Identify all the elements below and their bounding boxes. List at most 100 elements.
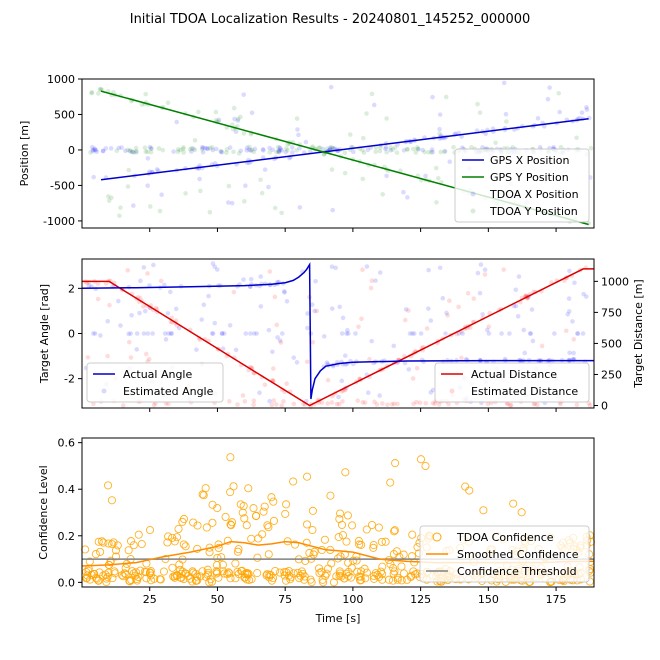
estimated-distance-point [423,400,429,406]
estimated-distance-point [125,268,131,273]
estimated-distance-point [369,278,375,284]
confidence-point [142,568,151,577]
confidence-point [344,567,353,577]
confidence-point [302,520,312,529]
tdoa-x-point [276,148,282,154]
tdoa-y-point [145,149,150,155]
confidence-point [81,545,90,554]
confidence-point [121,570,130,579]
tdoa-x-point [388,147,393,153]
estimated-distance-point [269,402,275,408]
estimated-distance-point [359,316,364,322]
distance-legend: Actual Distance Estimated Distance [434,362,590,403]
estimated-distance-point [271,398,277,403]
tdoa-x-point [266,184,271,190]
confidence-point [367,520,377,530]
tdoa-y-point [196,109,201,115]
estimated-angle-point [412,331,417,336]
estimated-angle-point [227,323,233,328]
estimated-angle-point [342,353,348,358]
tdoa-x-point [420,147,426,153]
confidence-point [389,564,398,573]
tdoa-y-point [258,177,263,183]
actual-angle-line [81,261,594,400]
tdoa-x-point [584,104,589,110]
tdoa-x-point [429,147,435,152]
estimated-distance-point [251,402,256,408]
estimated-angle-point [275,335,280,340]
tdoa-x-point [276,149,282,155]
confidence-point [191,569,200,578]
confidence-point [221,512,230,522]
confidence-point [137,540,146,549]
estimated-distance-point [145,271,150,276]
confidence-point [254,534,263,543]
confidence-point [226,574,235,583]
tdoa-y-point [329,167,335,172]
estimated-angle-point [151,262,156,268]
estimated-angle-point [552,331,557,336]
estimated-angle-point [254,331,260,336]
tdoa-y-point [398,168,403,173]
tdoa-y-point [88,150,93,155]
tdoa-y-point [405,147,410,152]
tdoa-y-point [199,146,205,152]
tdoa-y-point [178,147,183,153]
estimated-angle-point [284,299,290,304]
tdoa-x-point [189,149,194,154]
estimated-angle-point [346,331,351,336]
tdoa-y-point [180,146,186,152]
confidence-point [393,575,402,584]
tdoa-x-point [130,149,135,155]
confidence-point [101,570,110,579]
tdoa-y-point [106,194,111,199]
estimated-distance-point [227,399,232,404]
tdoa-x-point [557,109,562,115]
tdoa-x-point [147,144,153,150]
angle-y-ticks: 2 0 -2 [64,282,82,386]
estimated-angle-point [91,331,96,336]
confidence-point [217,553,226,562]
confidence-point [407,571,416,580]
tdoa-x-point [191,146,196,152]
tdoa-y-point [415,146,421,152]
confidence-point [338,531,348,540]
confidence-point [202,523,211,532]
tdoa-x-point [483,131,489,137]
tdoa-x-point [262,167,268,172]
confidence-point [229,482,238,491]
time-x-label: Time [s] [315,612,361,625]
estimated-distance-point [319,400,325,405]
tdoa-y-point [384,116,389,121]
estimated-distance-point [340,399,345,404]
confidence-point [353,567,362,576]
tdoa-y-point [247,144,252,150]
confidence-point [392,547,401,556]
tdoa-y-point [148,149,154,155]
estimated-distance-point [126,339,132,345]
estimated-angle-point [339,378,345,384]
legend-tdoa-confidence-swatch [432,532,442,542]
tdoa-x-point [90,148,96,154]
y-tick-label: 500 [54,108,75,121]
tdoa-x-point [219,150,225,155]
confidence-point [231,559,240,568]
tdoa-x-point [127,149,133,154]
estimated-angle-point [194,347,199,352]
confidence-point [517,508,526,517]
tdoa-x-point [238,148,244,154]
estimated-angle-point [134,347,140,352]
tdoa-y-point [213,109,219,115]
confidence-point [264,523,273,532]
estimated-distance-point [411,401,416,407]
tdoa-y-point [414,145,420,150]
estimated-angle-point [460,331,465,336]
confidence-point [308,506,317,515]
estimated-angle-point [141,265,147,270]
estimated-angle-point [477,290,483,296]
tdoa-y-point [377,148,383,154]
confidence-point [113,541,122,550]
confidence-point [360,564,369,573]
tdoa-x-point [232,116,237,122]
tdoa-y-point [89,90,94,96]
